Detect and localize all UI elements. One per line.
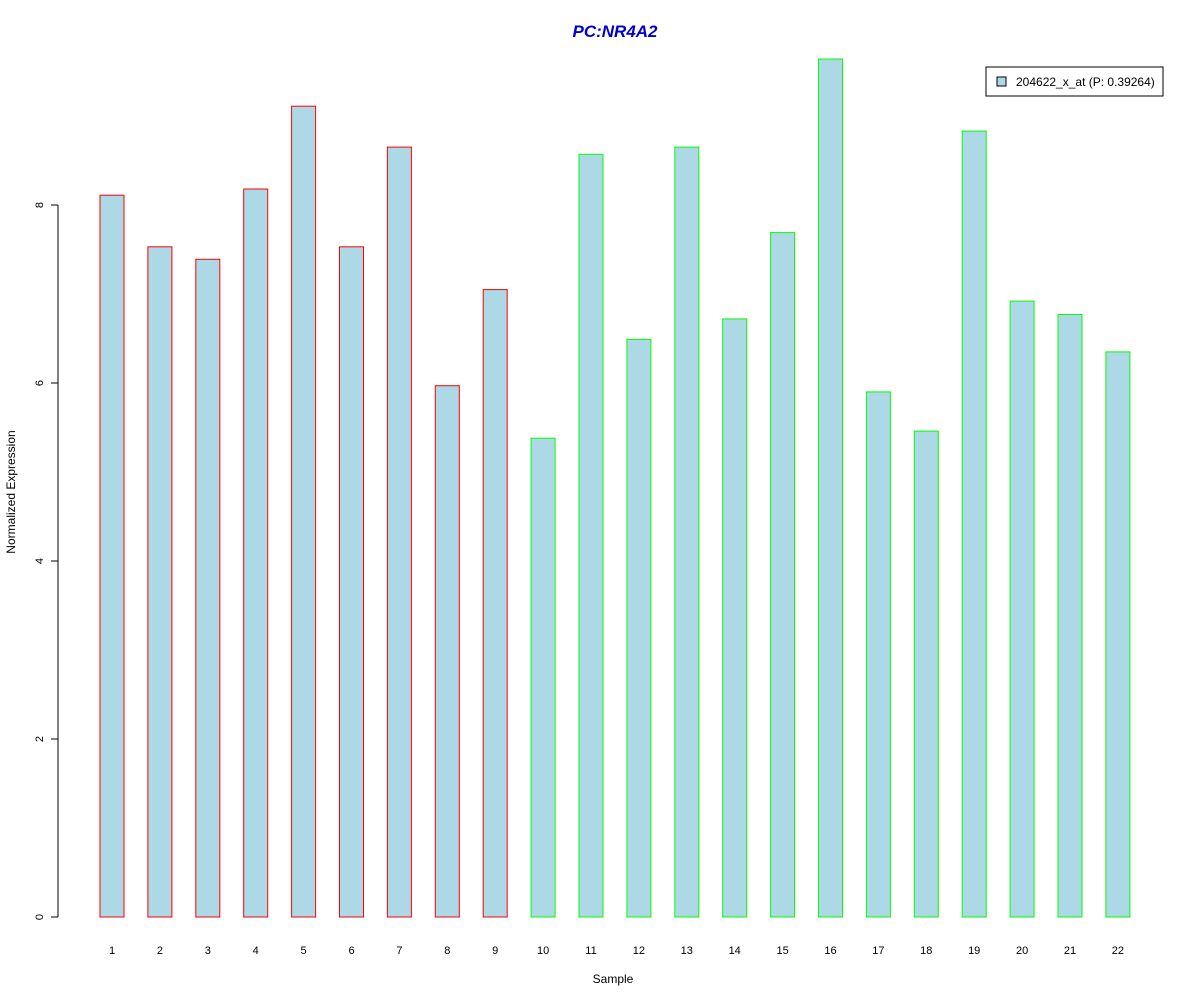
x-tick-label: 17 [872,945,884,957]
legend-box [985,66,1164,97]
x-tick-label: 7 [396,945,402,957]
bar-sample-22 [1105,351,1131,918]
x-tick-label: 8 [444,945,450,957]
legend: 204622_x_at (P: 0.39264) [985,66,1164,97]
x-tick-label: 5 [301,945,307,957]
bar-sample-8 [434,385,460,918]
bar-sample-10 [530,437,556,918]
bar-sample-19 [961,130,987,918]
x-axis-title: Sample [593,972,634,986]
bar-sample-13 [674,146,700,918]
bar-sample-7 [386,146,412,918]
bar-sample-20 [1009,300,1035,918]
bar-sample-11 [578,153,604,918]
x-tick-label: 4 [253,945,259,957]
x-tick-label: 13 [681,945,693,957]
bar-sample-15 [770,232,796,918]
bar-sample-18 [913,430,939,918]
x-tick-label: 12 [633,945,645,957]
x-tick-label: 18 [920,945,932,957]
bar-sample-14 [722,318,748,918]
x-tick-label: 15 [776,945,788,957]
bar-sample-3 [195,258,221,918]
legend-swatch [996,76,1007,87]
x-tick-label: 20 [1016,945,1028,957]
x-tick-label: 1 [109,945,115,957]
y-axis: 0 2 4 6 8 [34,202,59,920]
y-tick-label: 8 [34,202,46,208]
bar-sample-5 [291,105,317,918]
x-tick-label: 9 [492,945,498,957]
bar-sample-6 [339,246,364,918]
x-tick-label: 14 [729,945,741,957]
x-tick-label: 3 [205,945,211,957]
y-axis-title: Normalized Expression [4,430,18,553]
bar-sample-21 [1057,314,1083,918]
bars [99,58,1131,918]
y-tick-label: 6 [34,380,46,386]
x-tick-labels: 1 2 3 4 5 6 7 8 9 10 11 12 13 14 15 16 17 18 19 20 21 22 [109,945,1124,957]
x-tick-label: 22 [1112,945,1124,957]
y-tick-label: 2 [34,736,46,742]
x-tick-label: 2 [157,945,163,957]
x-tick-label: 21 [1064,945,1076,957]
bar-sample-4 [243,188,269,918]
legend-label: 204622_x_at (P: 0.39264) [1016,75,1155,89]
bar-sample-9 [482,289,508,918]
bar-sample-1 [99,194,125,918]
y-tick-label: 0 [34,914,46,920]
x-tick-label: 16 [824,945,836,957]
bar-sample-2 [147,246,173,918]
bar-sample-16 [818,58,843,918]
y-tick-label: 4 [34,558,46,564]
x-tick-label: 19 [968,945,980,957]
bar-sample-17 [865,391,891,918]
bar-sample-12 [626,338,652,918]
x-tick-label: 6 [348,945,354,957]
chart-title: PC:NR4A2 [572,22,658,41]
x-tick-label: 11 [585,945,596,957]
x-tick-label: 10 [537,945,549,957]
